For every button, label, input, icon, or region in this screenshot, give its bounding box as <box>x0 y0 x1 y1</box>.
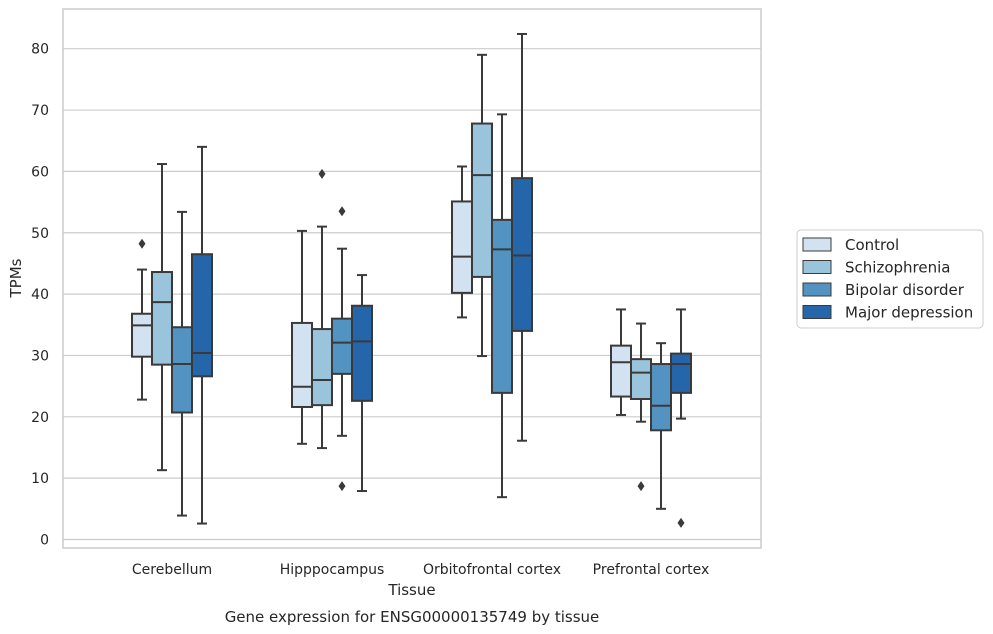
y-tick-label: 10 <box>31 471 49 487</box>
outlier-point <box>677 517 685 528</box>
x-tick-label: Prefrontal cortex <box>593 562 710 578</box>
iqr-box <box>331 317 353 375</box>
y-tick-label: 50 <box>31 226 49 242</box>
outlier-point <box>318 168 326 179</box>
x-tick-labels: Cerebellum Hipppocampus Orbitofrontal cort… <box>132 562 709 578</box>
iqr-box <box>471 122 493 278</box>
iqr-box <box>670 352 692 394</box>
box-group <box>630 322 652 492</box>
y-tick-label: 80 <box>31 42 49 58</box>
iqr-box <box>191 253 213 378</box>
iqr-box <box>451 200 473 294</box>
y-tick-labels: 0 10 20 30 40 50 60 70 80 <box>31 42 49 549</box>
box-group <box>670 308 692 528</box>
legend-label: Bipolar disorder <box>845 281 965 299</box>
box-group <box>351 274 373 493</box>
x-tick-label: Orbitofrontal cortex <box>423 562 561 578</box>
iqr-box <box>171 326 193 414</box>
iqr-box <box>131 312 153 358</box>
x-tick-label: Hipppocampus <box>280 562 385 578</box>
legend-label: Major depression <box>845 304 973 322</box>
plot-frame <box>62 8 762 549</box>
y-tick-label: 40 <box>31 287 49 303</box>
box-group <box>610 308 632 416</box>
legend-swatch <box>802 260 832 274</box>
box-group <box>471 53 493 358</box>
outlier-point <box>338 206 346 217</box>
x-axis-label: Tissue <box>387 581 435 599</box>
chart-caption: Gene expression for ENSG00000135749 by t… <box>225 608 600 626</box>
box-group <box>191 145 213 525</box>
box-layer <box>131 32 692 528</box>
y-tick-label: 0 <box>40 533 49 549</box>
legend: Control Schizophrenia Bipolar disorder Majo… <box>796 229 984 329</box>
iqr-box <box>291 321 313 408</box>
iqr-box <box>610 344 632 398</box>
box-group <box>451 165 473 319</box>
iqr-box <box>311 328 333 407</box>
iqr-box <box>351 304 373 402</box>
box-group <box>331 206 353 492</box>
legend-swatch <box>802 305 832 319</box>
y-tick-label: 60 <box>31 164 49 180</box>
box-group <box>171 210 193 517</box>
outlier-point <box>338 481 346 492</box>
box-group <box>151 163 173 472</box>
box-group <box>291 229 313 445</box>
legend-label: Schizophrenia <box>845 259 950 277</box>
legend-label: Control <box>845 236 899 254</box>
iqr-box <box>650 363 672 432</box>
x-tick-label: Cerebellum <box>132 562 212 578</box>
iqr-box <box>151 271 173 366</box>
iqr-box <box>491 218 513 394</box>
box-group <box>511 32 533 442</box>
outlier-point <box>637 481 645 492</box>
legend-swatch <box>802 237 832 252</box>
legend-swatch <box>802 282 832 297</box>
box-group <box>650 342 672 510</box>
y-tick-label: 70 <box>31 103 49 119</box>
y-tick-label: 20 <box>31 410 49 426</box>
outlier-point <box>138 238 146 249</box>
iqr-box <box>630 358 652 401</box>
y-axis-label: TPMs <box>7 258 25 298</box>
y-tick-label: 30 <box>31 348 49 364</box>
legend-frame <box>796 229 984 329</box>
